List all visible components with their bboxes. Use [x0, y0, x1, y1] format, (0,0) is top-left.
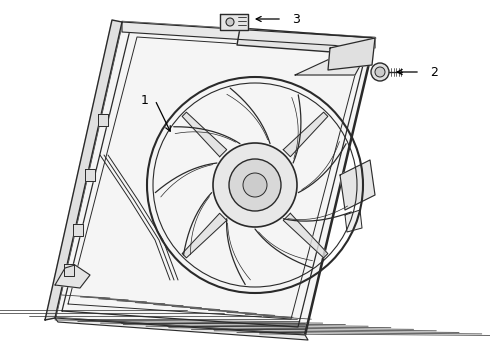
Text: 1: 1 — [141, 94, 149, 107]
Ellipse shape — [213, 143, 297, 227]
Polygon shape — [220, 14, 248, 30]
Text: 2: 2 — [430, 66, 438, 78]
Polygon shape — [283, 213, 328, 258]
Polygon shape — [122, 22, 375, 48]
Polygon shape — [237, 28, 375, 55]
Ellipse shape — [229, 159, 281, 211]
Polygon shape — [55, 265, 90, 288]
Polygon shape — [345, 210, 362, 232]
Circle shape — [375, 67, 385, 77]
Polygon shape — [182, 112, 227, 157]
Polygon shape — [85, 169, 96, 181]
Polygon shape — [73, 224, 83, 236]
Circle shape — [226, 18, 234, 26]
Polygon shape — [55, 22, 375, 335]
Polygon shape — [98, 114, 108, 126]
Polygon shape — [295, 38, 375, 75]
Text: 3: 3 — [292, 13, 300, 26]
Polygon shape — [328, 38, 375, 70]
Polygon shape — [182, 213, 227, 258]
Polygon shape — [340, 160, 375, 210]
Polygon shape — [55, 318, 308, 340]
Polygon shape — [283, 112, 328, 157]
Polygon shape — [64, 264, 74, 276]
Ellipse shape — [243, 173, 267, 197]
Circle shape — [371, 63, 389, 81]
Polygon shape — [45, 20, 122, 320]
